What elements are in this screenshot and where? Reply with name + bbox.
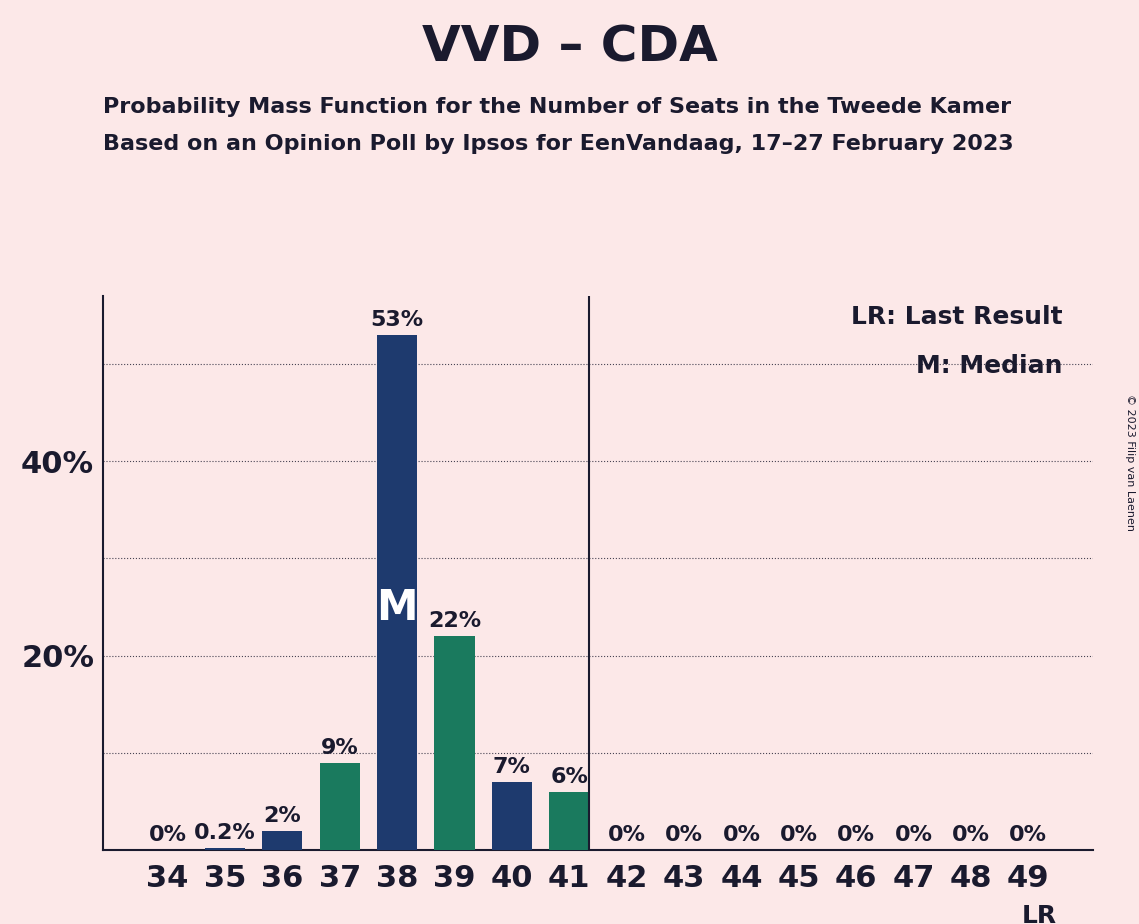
Text: 53%: 53% [370, 310, 424, 330]
Bar [262, 831, 303, 850]
Text: LR: Last Result: LR: Last Result [851, 306, 1063, 330]
Text: 0%: 0% [722, 825, 761, 845]
Bar [492, 782, 532, 850]
Text: 0%: 0% [148, 825, 187, 845]
Text: 0%: 0% [952, 825, 990, 845]
Text: © 2023 Filip van Laenen: © 2023 Filip van Laenen [1125, 394, 1134, 530]
Text: 0%: 0% [665, 825, 703, 845]
Text: Based on an Opinion Poll by Ipsos for EenVandaag, 17–27 February 2023: Based on an Opinion Poll by Ipsos for Ee… [103, 134, 1013, 154]
Text: M: M [376, 587, 418, 629]
Text: 0%: 0% [1009, 825, 1048, 845]
Bar [377, 334, 417, 850]
Text: Probability Mass Function for the Number of Seats in the Tweede Kamer: Probability Mass Function for the Number… [103, 97, 1010, 117]
Bar [549, 792, 589, 850]
Text: 0%: 0% [894, 825, 933, 845]
Bar [320, 762, 360, 850]
Text: 2%: 2% [263, 806, 302, 826]
Text: 0%: 0% [837, 825, 875, 845]
Text: M: Median: M: Median [916, 354, 1063, 378]
Bar [434, 636, 475, 850]
Text: 6%: 6% [550, 767, 588, 787]
Text: LR: LR [1022, 904, 1057, 924]
Text: VVD – CDA: VVD – CDA [421, 23, 718, 71]
Text: 0%: 0% [608, 825, 646, 845]
Text: 7%: 7% [493, 757, 531, 777]
Text: 22%: 22% [428, 612, 481, 631]
Bar [205, 848, 245, 850]
Text: 0.2%: 0.2% [194, 823, 256, 844]
Text: 9%: 9% [321, 737, 359, 758]
Text: 0%: 0% [780, 825, 818, 845]
